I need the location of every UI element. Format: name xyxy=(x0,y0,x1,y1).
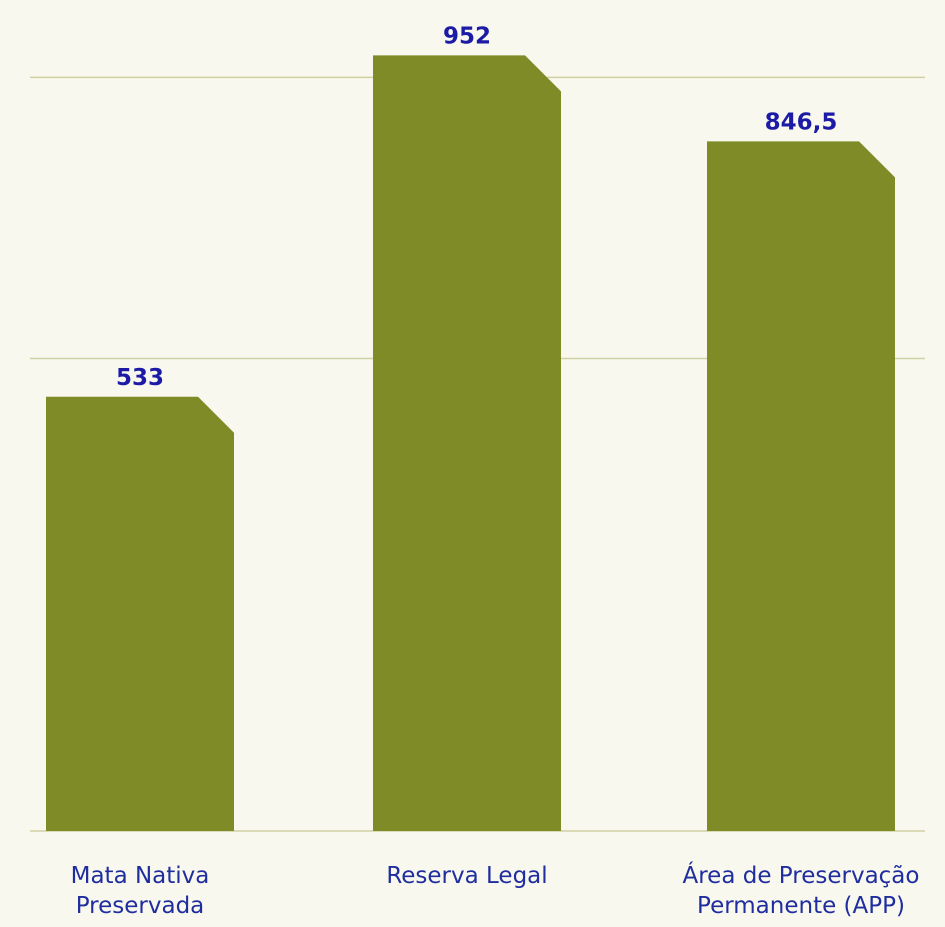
value-label: 533 xyxy=(116,365,164,391)
value-label: 846,5 xyxy=(765,109,838,135)
bar xyxy=(707,141,895,832)
value-label: 952 xyxy=(443,23,491,49)
bar xyxy=(373,55,561,831)
x-tick-label: Reserva Legal xyxy=(386,863,548,889)
bar xyxy=(46,396,234,831)
x-tick-label: Área de Preservação Permanente (APP) xyxy=(682,863,920,919)
x-tick-label: Mata Nativa Preservada xyxy=(70,863,210,919)
